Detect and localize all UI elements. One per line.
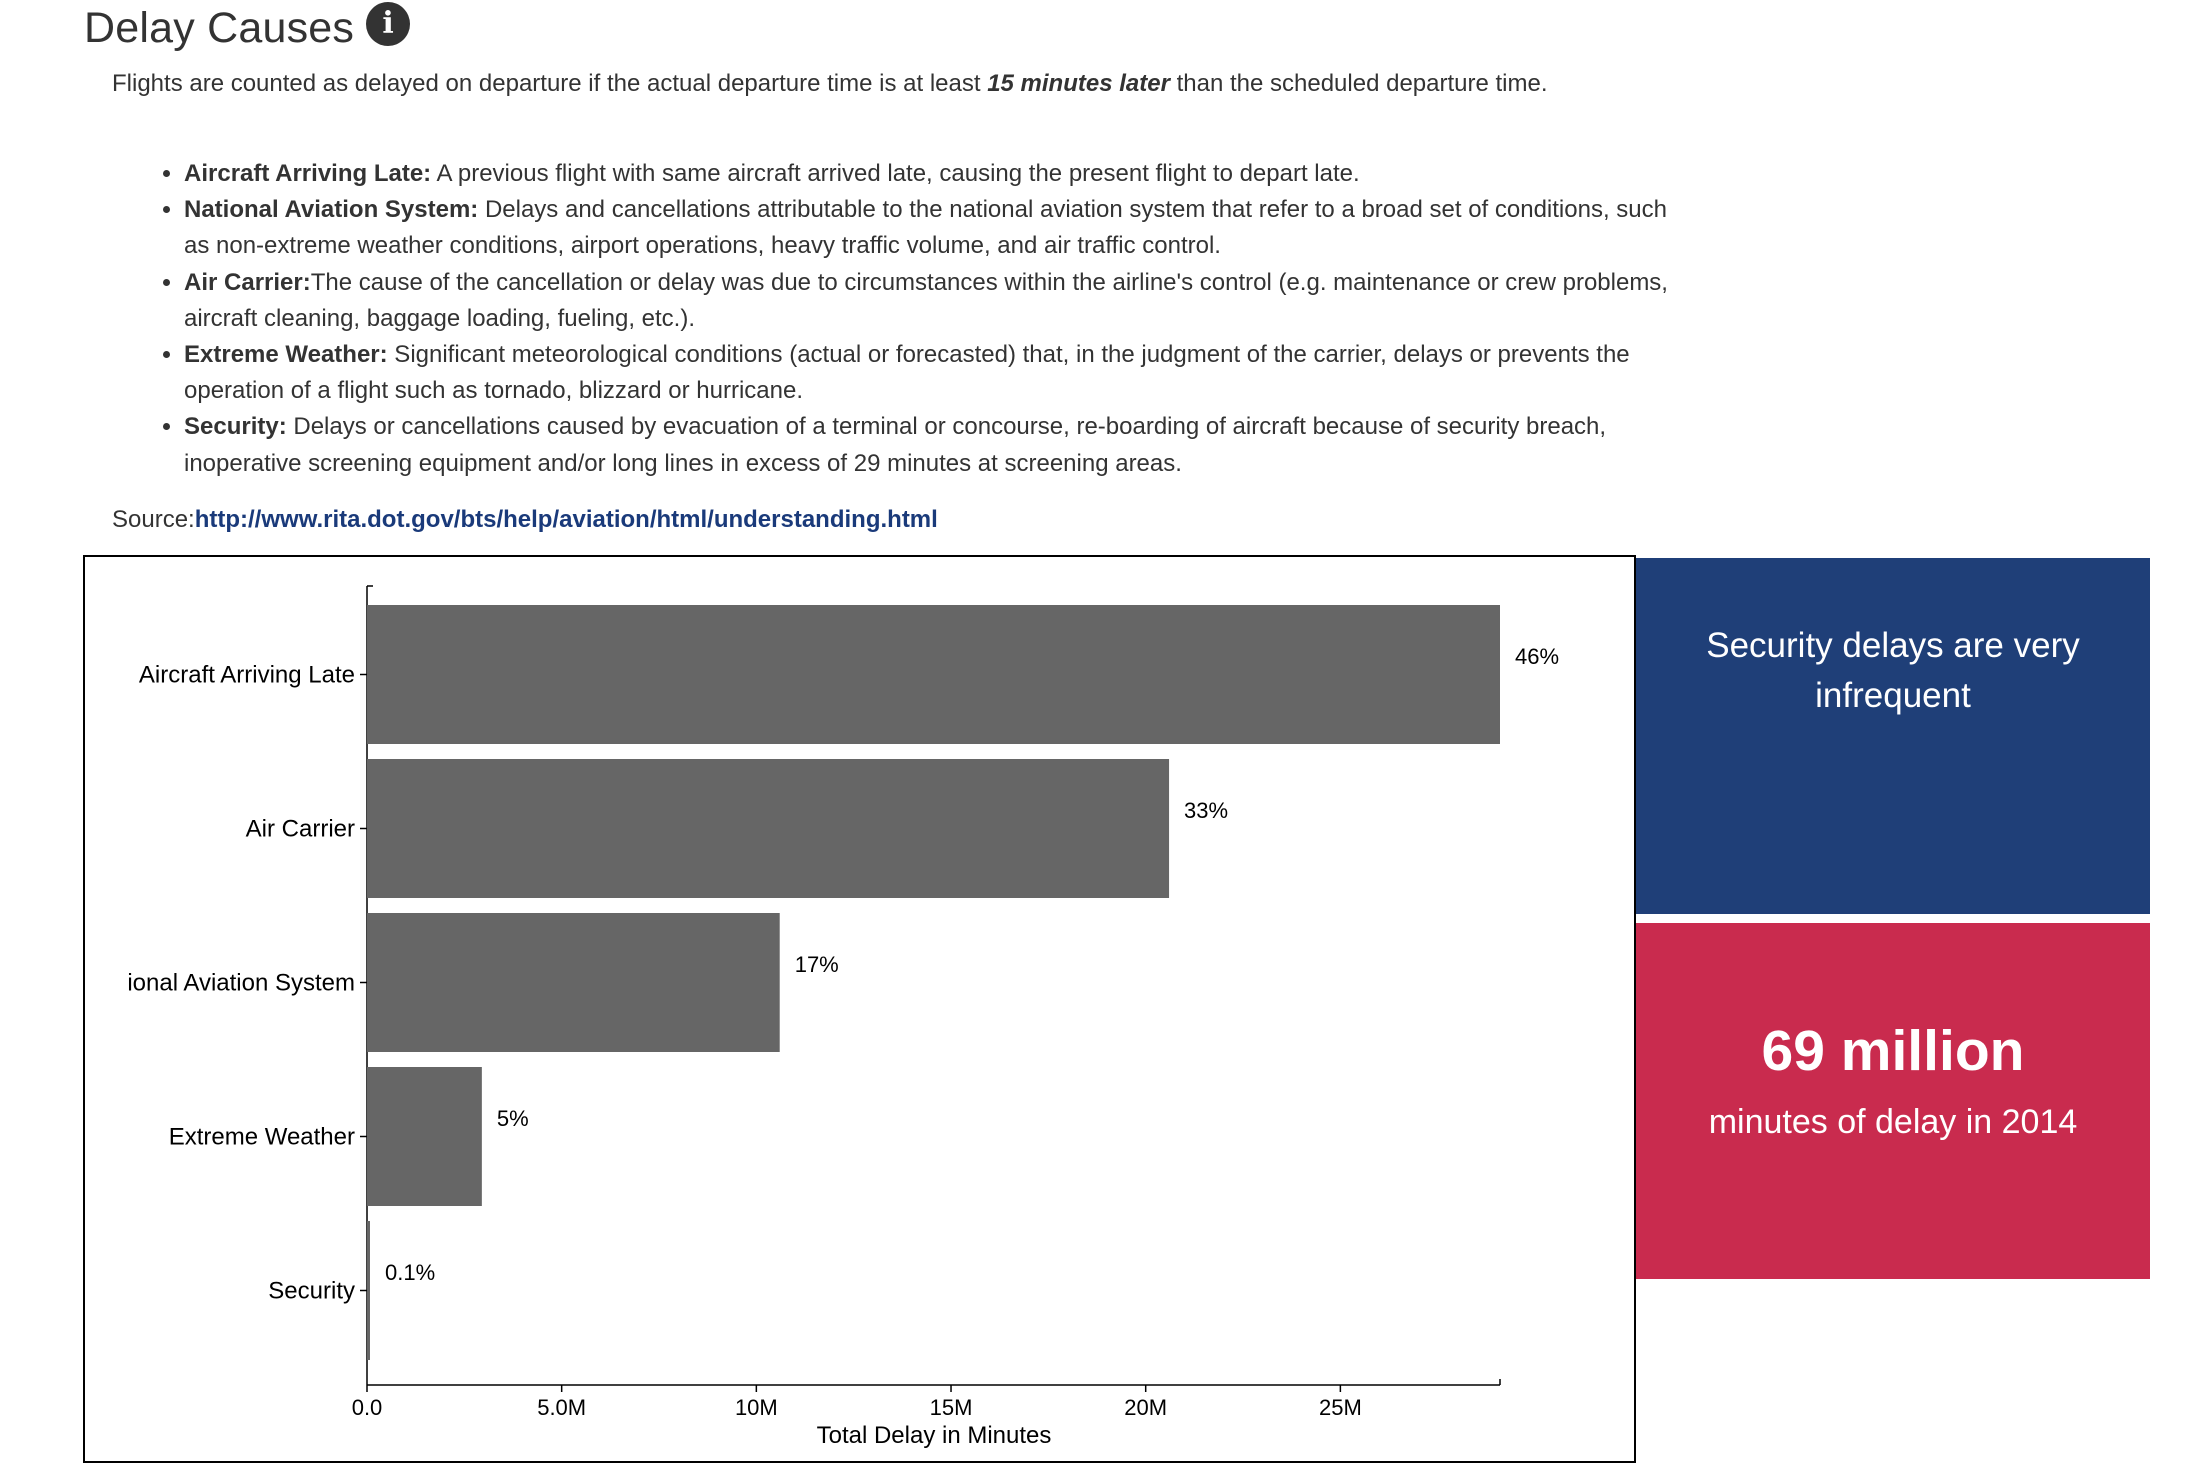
intro-paragraph: Flights are counted as delayed on depart… xyxy=(112,66,1602,102)
intro-emphasis: 15 minutes later xyxy=(987,70,1170,97)
security-callout-text: Security delays are very infrequent xyxy=(1706,626,2080,715)
data-label: 5% xyxy=(497,1106,529,1131)
total-delay-caption: minutes of delay in 2014 xyxy=(1708,1103,2078,1141)
data-label: 46% xyxy=(1515,644,1559,669)
page-header: Delay Causes i xyxy=(84,0,411,56)
list-item: Security: Delays or cancellations caused… xyxy=(184,409,1684,481)
cause-description: The cause of the cancellation or delay w… xyxy=(184,268,1668,332)
bar xyxy=(367,1067,482,1206)
y-tick-label: Security xyxy=(268,1278,355,1305)
x-tick-label: 5.0M xyxy=(537,1395,586,1420)
intro-before: Flights are counted as delayed on depart… xyxy=(112,70,988,97)
source-line: Source:http://www.rita.dot.gov/bts/help/… xyxy=(112,502,938,538)
total-delay-panel: 69 million minutes of delay in 2014 xyxy=(1636,923,2150,1279)
cause-description: Delays or cancellations caused by evacua… xyxy=(184,413,1607,477)
data-label: 33% xyxy=(1184,798,1228,823)
cause-term: Security: xyxy=(184,413,287,441)
bar xyxy=(367,913,780,1052)
x-tick-label: 0.0 xyxy=(352,1395,383,1420)
y-tick-label: ional Aviation System xyxy=(127,970,355,997)
delay-causes-list: Aircraft Arriving Late: A previous fligh… xyxy=(112,156,1684,482)
cause-description: Significant meteorological conditions (a… xyxy=(184,341,1630,405)
page-title: Delay Causes xyxy=(84,3,355,52)
bar xyxy=(367,605,1500,744)
cause-description: A previous flight with same aircraft arr… xyxy=(431,160,1360,187)
total-delay-value: 69 million xyxy=(1761,1019,2025,1083)
y-tick-label: Aircraft Arriving Late xyxy=(139,662,355,689)
list-item: Aircraft Arriving Late: A previous fligh… xyxy=(184,156,1684,192)
y-tick-label: Air Carrier xyxy=(246,816,355,843)
x-tick-label: 15M xyxy=(930,1395,973,1420)
cause-term: Extreme Weather: xyxy=(184,341,388,369)
data-label: 0.1% xyxy=(385,1260,435,1285)
bar xyxy=(367,759,1170,898)
source-label: Source: xyxy=(112,506,195,533)
chart-border xyxy=(1634,555,1636,1463)
cause-term: National Aviation System: xyxy=(184,196,479,224)
info-circle-icon[interactable]: i xyxy=(366,2,411,46)
list-item: Extreme Weather: Significant meteorologi… xyxy=(184,337,1684,409)
source-link[interactable]: http://www.rita.dot.gov/bts/help/aviatio… xyxy=(194,506,938,533)
intro-after: than the scheduled departure time. xyxy=(1169,70,1548,97)
delay-causes-bar-chart: Aircraft Arriving Late 46% Air Carrier 33% i… xyxy=(127,585,1559,1449)
list-item: National Aviation System: Delays and can… xyxy=(184,192,1684,264)
cause-description: Delays and cancellations attributable to… xyxy=(184,196,1667,260)
data-label: 17% xyxy=(795,952,839,977)
cause-term: Air Carrier: xyxy=(184,268,311,296)
cause-term: Aircraft Arriving Late: xyxy=(184,160,432,187)
x-tick-label: 10M xyxy=(735,1395,778,1420)
x-tick-label: 20M xyxy=(1124,1395,1167,1420)
bar xyxy=(367,1221,370,1360)
security-callout-panel: Security delays are very infrequent xyxy=(1636,558,2150,914)
list-item: Air Carrier:The cause of the cancellatio… xyxy=(184,265,1684,337)
x-axis-label: Total Delay in Minutes xyxy=(817,1422,1052,1449)
y-tick-label: Extreme Weather xyxy=(169,1124,355,1151)
x-tick-label: 25M xyxy=(1319,1395,1362,1420)
